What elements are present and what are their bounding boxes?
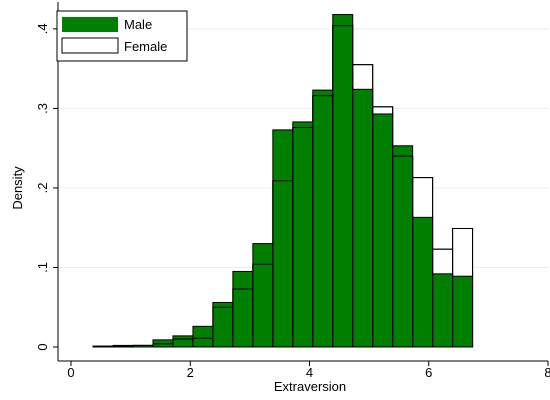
tick-labels: 0 2 4 6 8 0 .1 .2 .3 .4 bbox=[35, 23, 550, 380]
male-bar-5 bbox=[192, 325, 214, 348]
legend-label-female: Female bbox=[124, 39, 167, 54]
y-tick-label-3: .3 bbox=[35, 103, 50, 114]
male-bar-9 bbox=[272, 129, 294, 348]
male-bar-4 bbox=[172, 335, 194, 348]
female-bar-outlines bbox=[92, 25, 474, 348]
male-bar-7 bbox=[232, 270, 254, 348]
male-bar-8 bbox=[252, 243, 274, 348]
female-bar-outline-1 bbox=[112, 345, 134, 348]
male-bar-18 bbox=[452, 275, 474, 348]
y-tick-label-0: 0 bbox=[35, 343, 50, 350]
x-tick-label-4: 8 bbox=[544, 365, 550, 380]
female-bar-outline-18 bbox=[452, 227, 474, 348]
y-tick-label-2: .2 bbox=[35, 183, 50, 194]
axes bbox=[57, 2, 548, 362]
male-bars bbox=[92, 14, 474, 348]
male-bar-16 bbox=[412, 216, 434, 348]
male-bar-13 bbox=[352, 88, 374, 348]
male-bar-12 bbox=[332, 14, 354, 348]
y-axis-title: Density bbox=[10, 166, 25, 210]
legend-swatch-male bbox=[62, 17, 118, 32]
male-bar-17 bbox=[432, 273, 454, 348]
male-bar-10 bbox=[292, 121, 314, 348]
legend-label-male: Male bbox=[124, 17, 152, 32]
female-bar-outline-0 bbox=[92, 345, 114, 348]
legend: Male Female bbox=[56, 10, 188, 62]
x-axis-title: Extraversion bbox=[274, 379, 346, 394]
x-tick-label-3: 6 bbox=[425, 365, 432, 380]
x-tick-label-0: 0 bbox=[67, 365, 74, 380]
x-tick-label-1: 2 bbox=[187, 365, 194, 380]
y-tick-label-4: .4 bbox=[35, 23, 50, 34]
male-bar-15 bbox=[392, 145, 414, 348]
y-tick-label-1: .1 bbox=[35, 262, 50, 273]
x-tick-label-2: 4 bbox=[306, 365, 313, 380]
male-bar-11 bbox=[312, 89, 334, 348]
male-bar-6 bbox=[212, 301, 234, 348]
legend-swatch-female bbox=[61, 37, 119, 54]
male-bar-14 bbox=[372, 113, 394, 348]
